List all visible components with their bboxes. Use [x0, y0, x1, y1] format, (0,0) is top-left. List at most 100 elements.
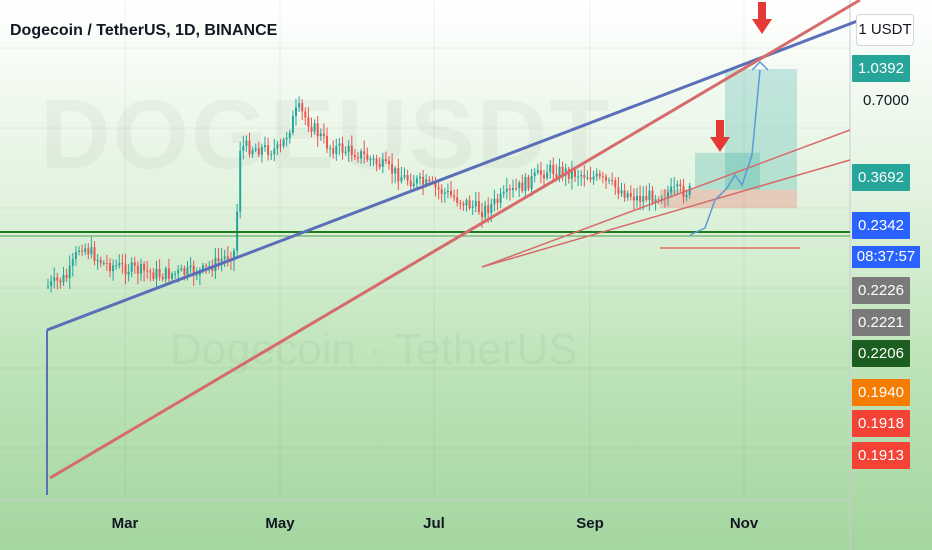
candle-body: [468, 200, 471, 208]
candle-body: [288, 132, 291, 139]
candle-body: [415, 178, 418, 184]
candle-body: [366, 154, 369, 160]
candle-body: [130, 262, 133, 272]
candle-body: [620, 190, 623, 194]
candle-body: [87, 248, 90, 255]
candle-body: [450, 190, 452, 196]
scale-selector[interactable]: 1 USDT: [856, 14, 914, 46]
candle-body: [484, 205, 487, 218]
candle-body: [539, 170, 542, 175]
candle-body: [477, 201, 480, 213]
price-badge: 0.2206: [852, 340, 910, 367]
candle-body: [639, 195, 642, 202]
candle-body: [574, 170, 576, 177]
time-tick-label: Mar: [111, 515, 139, 532]
candle-body: [608, 179, 611, 181]
candle-body: [502, 191, 505, 194]
candle-body: [329, 147, 332, 149]
candle-body: [583, 174, 586, 178]
candle-body: [533, 172, 536, 177]
candle-body: [270, 154, 273, 156]
stop-zone: [660, 189, 797, 209]
candle-body: [53, 277, 56, 282]
candle-body: [434, 181, 437, 188]
red-trendline: [49, 0, 861, 480]
candle-body: [412, 183, 415, 187]
target-zone-2: [725, 69, 797, 190]
candle-body: [174, 273, 177, 275]
candle-body: [561, 166, 564, 176]
candle-body: [577, 176, 580, 178]
candle-body: [552, 164, 555, 174]
candle-body: [598, 173, 601, 177]
candle-body: [298, 103, 301, 108]
candle-body: [239, 150, 242, 212]
candle-body: [319, 133, 322, 137]
candle-body: [360, 151, 363, 159]
candle-body: [353, 155, 356, 158]
candle-body: [642, 196, 645, 202]
candle-body: [654, 199, 657, 203]
candle-body: [685, 194, 688, 197]
candle-body: [490, 204, 493, 214]
candle-body: [440, 189, 443, 194]
candle-body: [521, 182, 524, 191]
candle-body: [105, 262, 108, 264]
candle-body: [397, 168, 400, 182]
candle-body: [580, 174, 583, 177]
candle-body: [645, 196, 648, 200]
candle-body: [304, 111, 307, 118]
candle-body: [388, 160, 390, 164]
candle-body: [291, 116, 294, 133]
candle-body: [515, 187, 518, 189]
candle-body: [62, 275, 65, 283]
candle-body: [180, 268, 183, 270]
price-tick-label: 0.7000: [863, 92, 909, 109]
candle-body: [121, 262, 124, 265]
candle-body: [68, 265, 71, 279]
candle-body: [202, 265, 204, 270]
candle-body: [149, 271, 152, 273]
projection-path: [689, 69, 761, 236]
price-badge: 0.1918: [852, 410, 910, 437]
candle-body: [422, 176, 425, 185]
candle-body: [406, 175, 409, 181]
candle-body: [667, 192, 669, 199]
candle-body: [524, 177, 527, 191]
price-badge: 1.0392: [852, 55, 910, 82]
candle-body: [161, 276, 164, 280]
candle-body: [102, 262, 105, 264]
arrow-shaft: [758, 2, 766, 20]
candle-body: [233, 250, 235, 261]
candle-body: [505, 188, 508, 192]
candle-body: [164, 268, 167, 280]
candle-body: [279, 144, 282, 146]
candle-body: [136, 265, 139, 274]
candle-body: [543, 174, 545, 179]
candle-body: [295, 107, 297, 117]
candle-body: [65, 275, 68, 279]
candle-body: [220, 258, 223, 262]
candle-body: [499, 193, 502, 203]
candle-body: [527, 177, 530, 189]
candle-body: [378, 163, 381, 167]
price-badge: 0.3692: [852, 164, 910, 191]
down-arrow-icon: [752, 2, 772, 34]
candle-body: [381, 159, 384, 167]
candle-body: [670, 186, 673, 193]
candle-body: [307, 117, 310, 127]
candle-body: [496, 198, 499, 203]
blue-trendline: [46, 18, 861, 332]
projection-arrowhead: [751, 60, 769, 71]
candle-body: [276, 144, 279, 149]
price-badge: 0.2226: [852, 277, 910, 304]
candle-body: [425, 179, 428, 185]
candle-body: [90, 247, 93, 255]
candle-body: [437, 187, 440, 190]
candle-body: [636, 195, 638, 201]
candle-body: [363, 151, 366, 155]
candle-body: [248, 140, 251, 155]
candle-body: [676, 184, 679, 187]
time-tick-label: Jul: [423, 515, 445, 532]
